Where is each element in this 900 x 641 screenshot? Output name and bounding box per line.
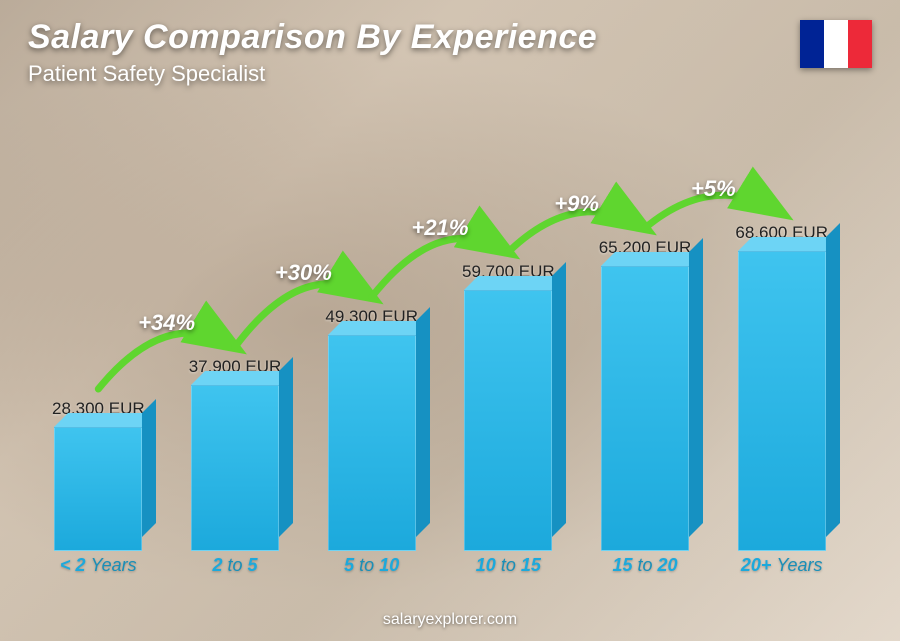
bar-side-face	[826, 223, 840, 537]
bar	[54, 427, 142, 551]
page-title: Salary Comparison By Experience	[28, 18, 872, 57]
header: Salary Comparison By Experience Patient …	[28, 18, 872, 87]
increase-pct-label: +9%	[554, 191, 599, 217]
bar	[601, 266, 689, 551]
x-axis-tick-label: 20+ Years	[713, 555, 850, 581]
bar-side-face	[279, 357, 293, 537]
bar-side-face	[689, 238, 703, 537]
x-axis-tick-label: 15 to 20	[577, 555, 714, 581]
bar	[328, 335, 416, 551]
bar-front-face	[601, 266, 689, 551]
bar	[738, 251, 826, 551]
flag-france-icon	[800, 20, 872, 68]
bar	[464, 290, 552, 551]
bar-slot: 59,700 EUR	[440, 101, 577, 551]
bar-slot: 68,600 EUR	[713, 101, 850, 551]
bar-front-face	[738, 251, 826, 551]
bar-front-face	[328, 335, 416, 551]
x-axis-tick-label: 10 to 15	[440, 555, 577, 581]
bar-side-face	[142, 399, 156, 537]
increase-pct-label: +34%	[138, 310, 195, 336]
flag-stripe-white	[824, 20, 848, 68]
bar-side-face	[416, 307, 430, 537]
bar-slot: 49,300 EUR	[303, 101, 440, 551]
increase-pct-label: +30%	[275, 260, 332, 286]
bar-slot: 65,200 EUR	[577, 101, 714, 551]
x-axis-tick-label: 5 to 10	[303, 555, 440, 581]
bar	[191, 385, 279, 551]
bar-top-face	[328, 321, 430, 335]
x-axis-labels: < 2 Years2 to 55 to 1010 to 1515 to 2020…	[30, 555, 850, 581]
bar-top-face	[601, 252, 703, 266]
bar-front-face	[464, 290, 552, 551]
bar-front-face	[191, 385, 279, 551]
bar-top-face	[738, 237, 840, 251]
salary-bar-chart: 28,300 EUR37,900 EUR49,300 EUR59,700 EUR…	[30, 101, 850, 581]
increase-pct-label: +5%	[691, 176, 736, 202]
flag-stripe-blue	[800, 20, 824, 68]
page-subtitle: Patient Safety Specialist	[28, 61, 872, 87]
increase-pct-label: +21%	[412, 215, 469, 241]
bar-side-face	[552, 262, 566, 537]
x-axis-tick-label: 2 to 5	[167, 555, 304, 581]
bar-top-face	[191, 371, 293, 385]
footer-attribution: salaryexplorer.com	[0, 611, 900, 629]
x-axis-tick-label: < 2 Years	[30, 555, 167, 581]
bar-front-face	[54, 427, 142, 551]
flag-stripe-red	[848, 20, 872, 68]
